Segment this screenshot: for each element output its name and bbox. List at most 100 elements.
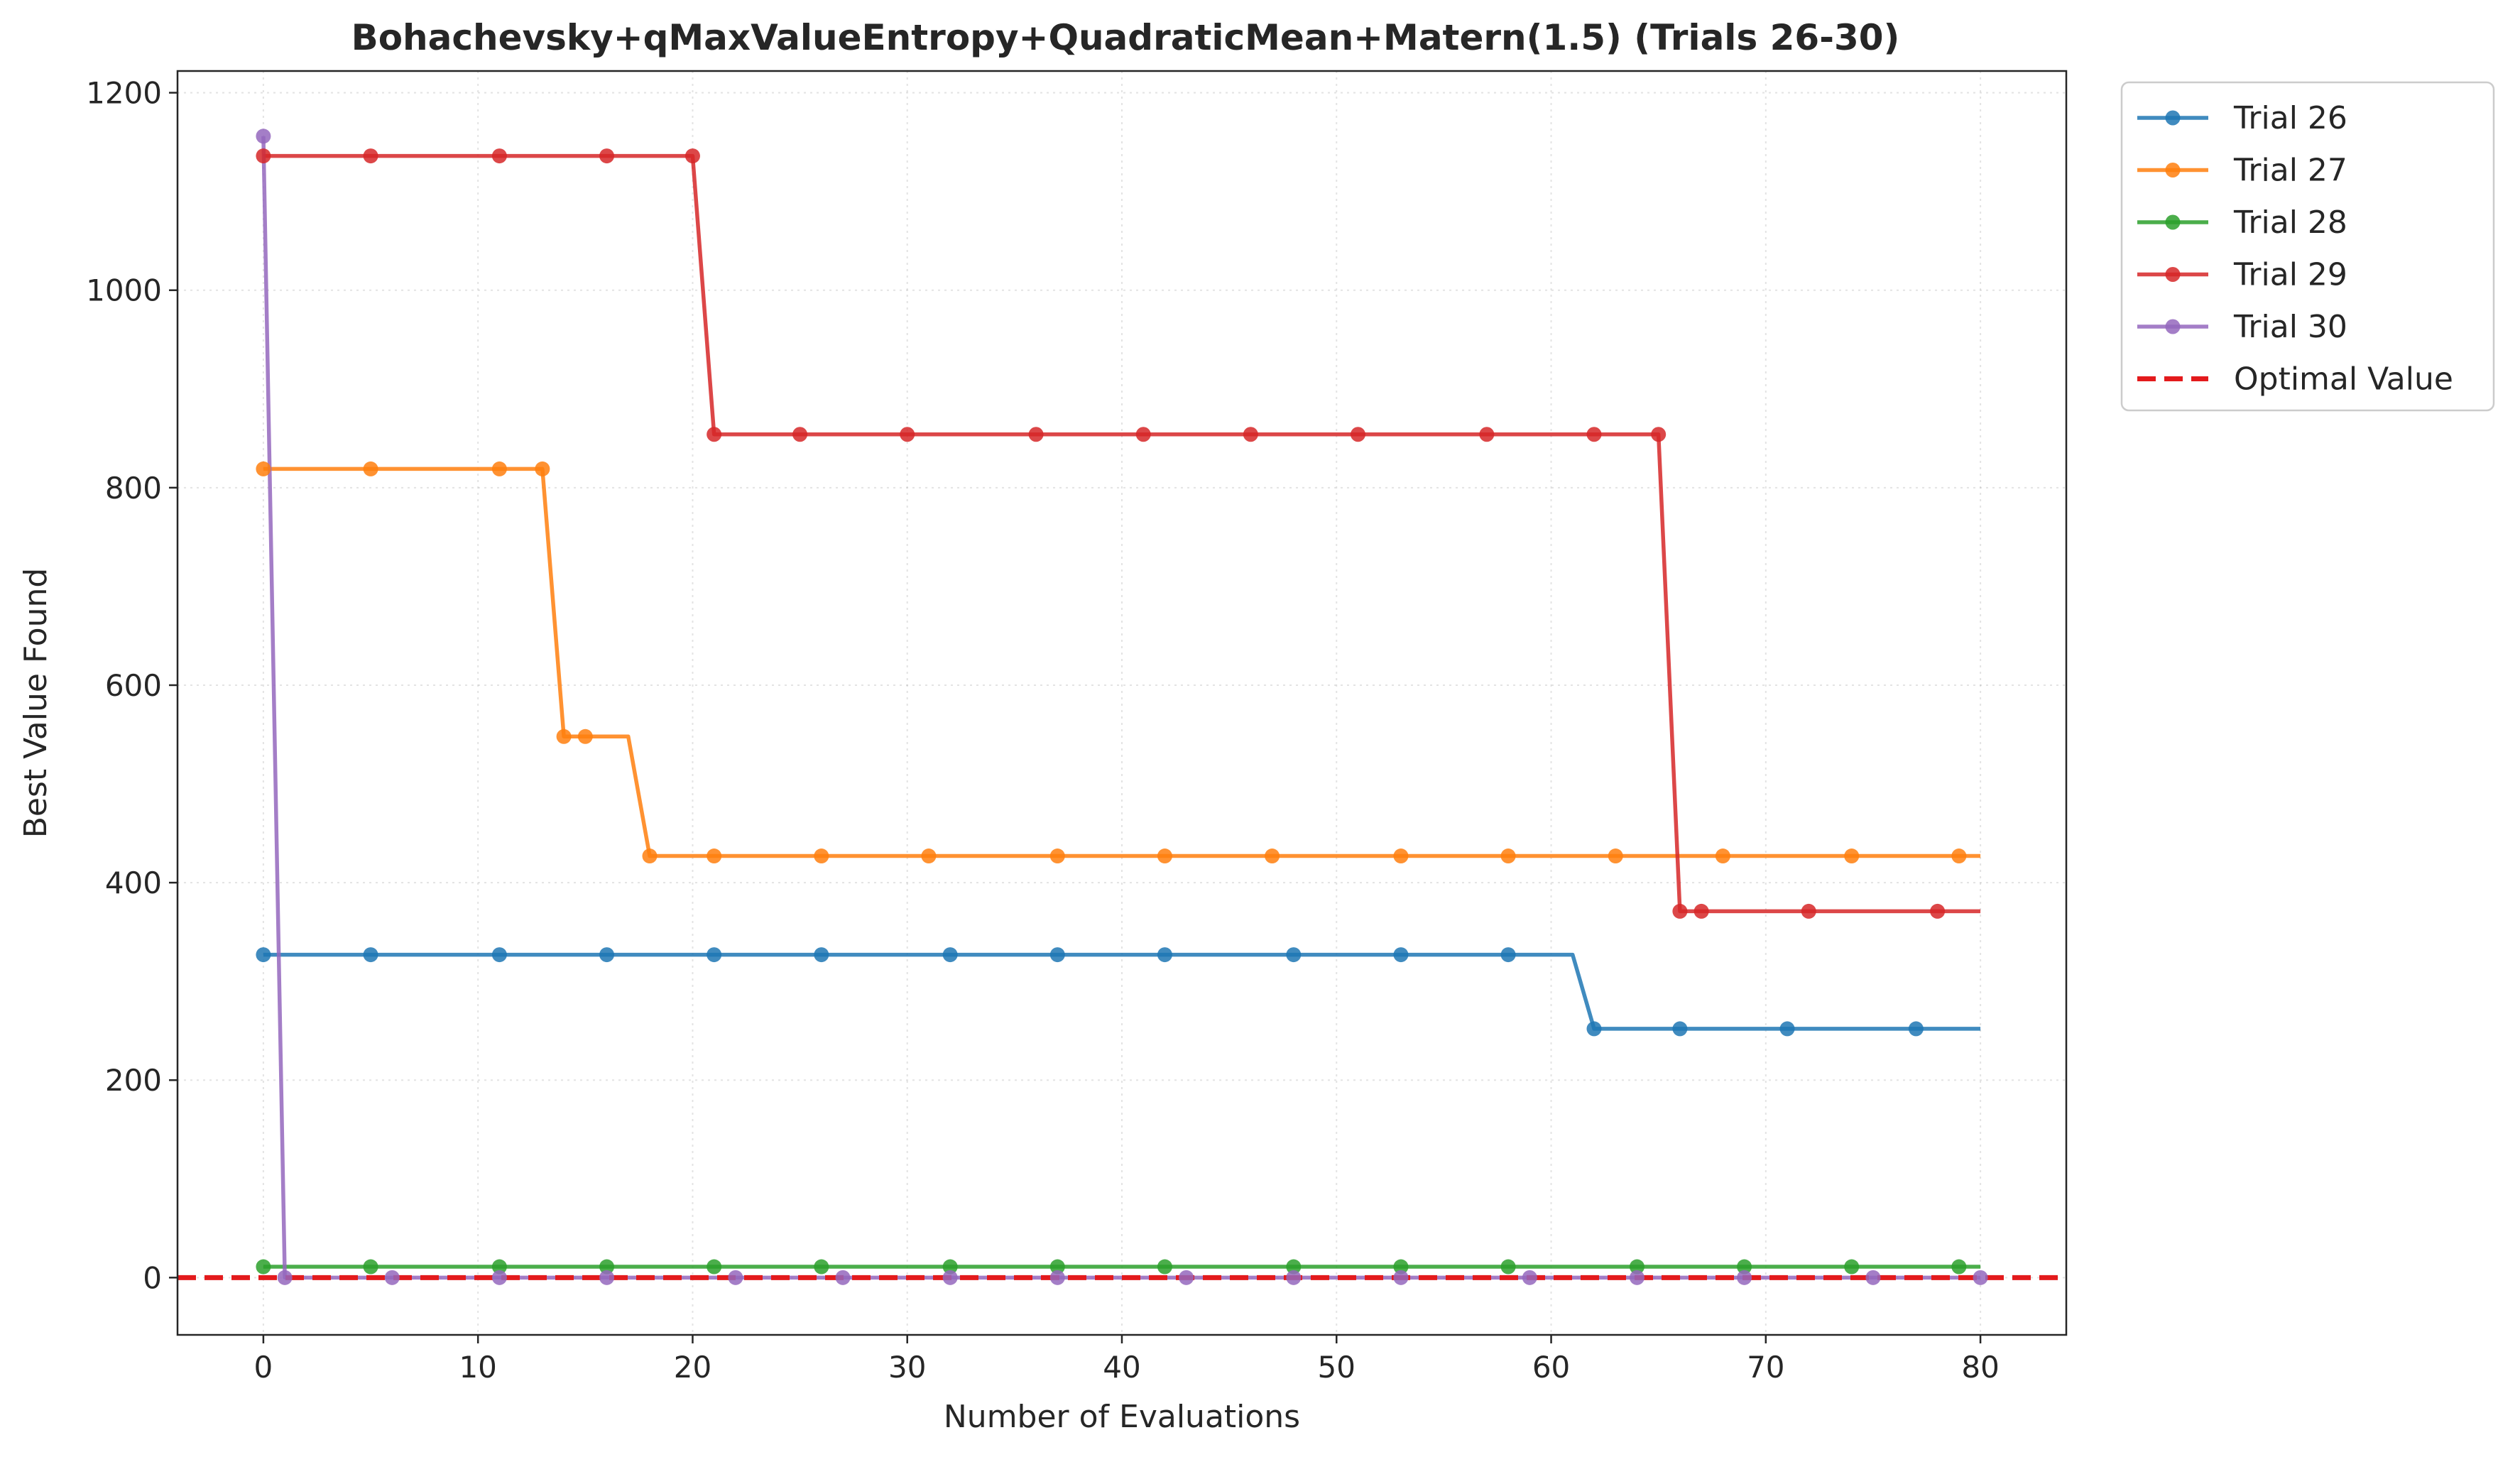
- grid: [178, 71, 2066, 1335]
- series-point: [1586, 1021, 1602, 1037]
- series-point: [256, 129, 271, 144]
- legend-label: Trial 27: [2233, 153, 2347, 189]
- series-point: [256, 148, 271, 164]
- series-markers: [256, 129, 1988, 1285]
- series-point: [1715, 848, 1730, 864]
- x-tick-label: 0: [254, 1350, 273, 1385]
- legend-swatch-marker: [2165, 267, 2181, 282]
- series-point: [707, 427, 722, 442]
- series-point: [1672, 1021, 1688, 1037]
- series-point: [491, 1270, 507, 1285]
- y-tick-label: 200: [105, 1063, 162, 1098]
- series-point: [363, 947, 378, 963]
- series-point: [1479, 427, 1495, 442]
- y-axis: 0 200 400 600 800 1000 1200: [86, 76, 178, 1295]
- series-point: [1629, 1270, 1644, 1285]
- series-point: [1500, 1259, 1516, 1275]
- series-point: [792, 427, 808, 442]
- x-tick-label: 50: [1318, 1350, 1356, 1385]
- series-point: [1779, 1021, 1795, 1037]
- series-point: [1393, 848, 1409, 864]
- series-point: [835, 1270, 851, 1285]
- series-point: [363, 148, 378, 164]
- series-point: [814, 848, 829, 864]
- series-point: [1844, 848, 1860, 864]
- legend-entry: Trial 30: [2137, 309, 2347, 345]
- series-point: [942, 1270, 958, 1285]
- series-point: [814, 1259, 829, 1275]
- series-point: [1179, 1270, 1194, 1285]
- series-point: [942, 1259, 958, 1275]
- series-point: [1737, 1259, 1752, 1275]
- series-point: [577, 728, 593, 744]
- x-axis: 0 10 20 30 40 50 60 70 80: [254, 1335, 2000, 1385]
- series-point: [1049, 1259, 1065, 1275]
- series-point: [599, 148, 615, 164]
- y-axis-label: Best Value Found: [18, 568, 54, 839]
- series-point: [814, 947, 829, 963]
- series-point: [1157, 1259, 1172, 1275]
- series-point: [1951, 1259, 1967, 1275]
- series-point: [277, 1270, 293, 1285]
- x-tick-label: 20: [674, 1350, 711, 1385]
- legend-swatch-marker: [2165, 214, 2181, 230]
- legend-frame: [2120, 81, 2495, 412]
- series-point: [1865, 1270, 1881, 1285]
- series-point: [1049, 848, 1065, 864]
- series-point: [1629, 1259, 1644, 1275]
- series-point: [1393, 1259, 1409, 1275]
- series-point: [1157, 947, 1172, 963]
- legend-entry: Trial 26: [2137, 100, 2347, 136]
- x-axis-label: Number of Evaluations: [944, 1399, 1300, 1435]
- y-tick-label: 1200: [86, 76, 162, 111]
- series-point: [599, 1259, 615, 1275]
- series-point: [599, 947, 615, 963]
- series-point: [1049, 1270, 1065, 1285]
- series-point: [1393, 1270, 1409, 1285]
- series-point: [491, 1259, 507, 1275]
- series-point: [684, 148, 700, 164]
- series-point: [1930, 903, 1946, 919]
- series-point: [599, 1270, 615, 1285]
- x-tick-label: 70: [1747, 1350, 1784, 1385]
- series-point: [1844, 1259, 1860, 1275]
- y-tick-label: 600: [105, 668, 162, 703]
- series-point: [1265, 848, 1280, 864]
- series-point: [707, 947, 722, 963]
- legend-swatch-marker: [2165, 110, 2181, 126]
- series-point: [728, 1270, 743, 1285]
- series-point: [1522, 1270, 1537, 1285]
- series-point: [1157, 848, 1172, 864]
- series-point: [921, 848, 937, 864]
- series-point: [363, 1259, 378, 1275]
- series-point: [491, 947, 507, 963]
- series-point: [1951, 848, 1967, 864]
- series-point: [1393, 947, 1409, 963]
- series-point: [942, 947, 958, 963]
- legend-label: Optimal Value: [2234, 361, 2453, 398]
- series-line-4: [263, 153, 1981, 914]
- legend-label: Trial 29: [2233, 257, 2347, 293]
- series-point: [1693, 903, 1709, 919]
- chart-title: Bohachevsky+qMaxValueEntropy+QuadraticMe…: [351, 17, 1900, 58]
- series-point: [1500, 947, 1516, 963]
- legend-entry: Optimal Value: [2137, 361, 2453, 398]
- x-tick-label: 80: [1961, 1350, 1999, 1385]
- series-line-2: [263, 466, 1981, 858]
- series-point: [1135, 427, 1151, 442]
- legend-label: Trial 28: [2233, 204, 2347, 241]
- x-tick-label: 10: [459, 1350, 496, 1385]
- series-point: [535, 461, 550, 476]
- series-point: [1651, 427, 1667, 442]
- series-point: [1801, 903, 1816, 919]
- legend-swatch-marker: [2165, 319, 2181, 334]
- legend-label: Trial 26: [2233, 100, 2347, 136]
- y-tick-label: 0: [143, 1260, 162, 1295]
- series-point: [1351, 427, 1365, 442]
- y-tick-label: 1000: [86, 273, 162, 308]
- series-point: [491, 148, 507, 164]
- series-point: [1672, 903, 1688, 919]
- series-point: [900, 427, 915, 442]
- series-point: [1028, 427, 1044, 442]
